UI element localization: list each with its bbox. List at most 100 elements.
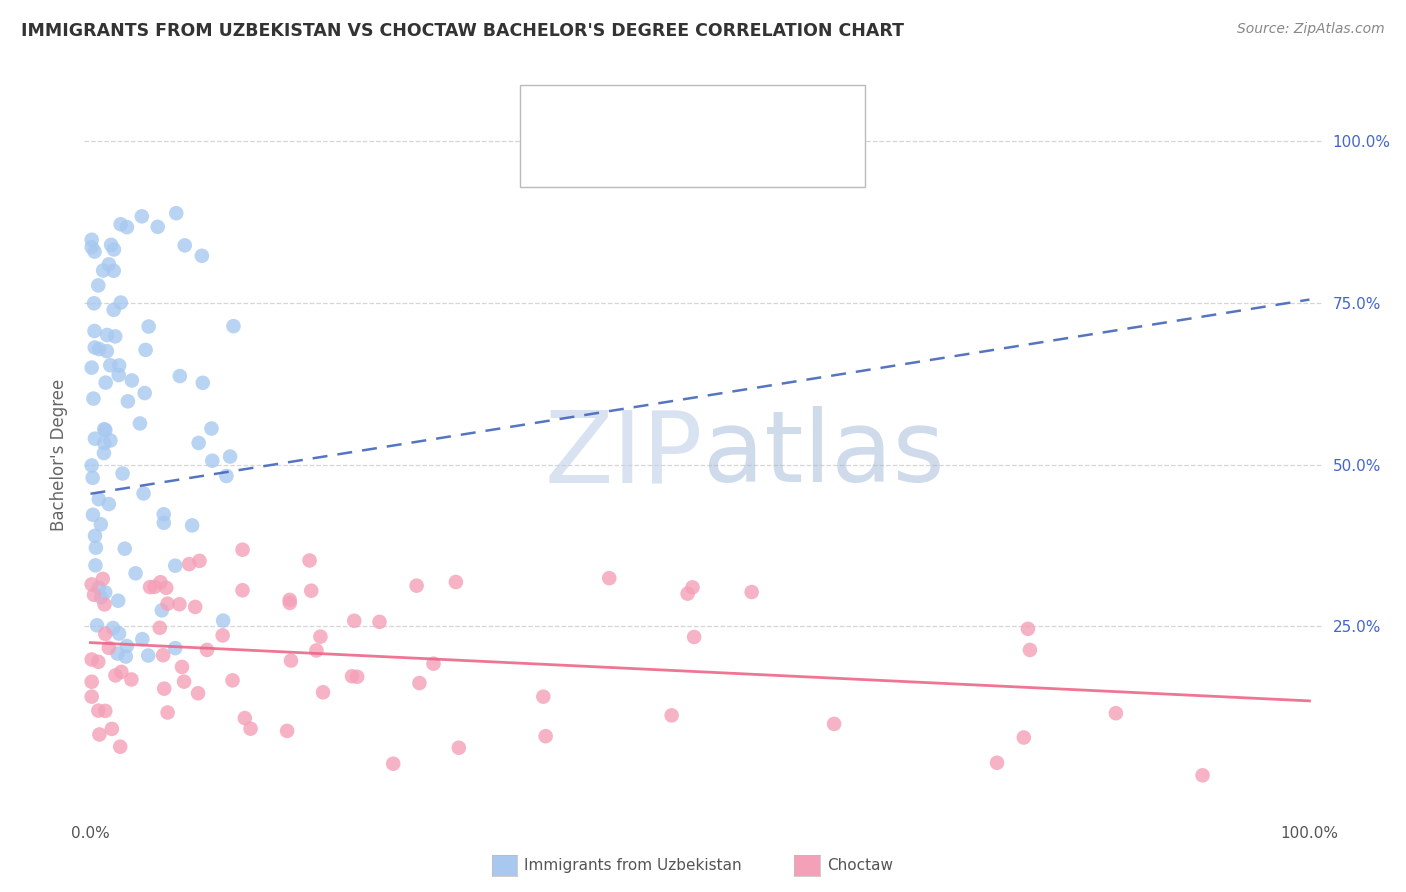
Point (222, 319, 245, 334)
Point (1191, 768, 1213, 782)
Point (84, 541, 107, 555)
Point (124, 566, 146, 581)
Point (131, 210, 153, 224)
Point (447, 740, 470, 755)
Point (80, 652, 103, 666)
Point (132, 486, 155, 500)
Point (153, 681, 176, 696)
Point (683, 630, 706, 644)
Point (179, 557, 201, 571)
Point (405, 579, 427, 593)
Text: R =  0.021  N = 83: R = 0.021 N = 83 (583, 111, 768, 128)
Point (382, 756, 405, 771)
Point (100, 237, 122, 252)
Point (823, 717, 845, 731)
Text: Choctaw: Choctaw (827, 858, 893, 872)
Point (108, 626, 131, 640)
Point (82, 392, 104, 406)
Point (169, 597, 191, 611)
Point (201, 454, 224, 468)
Point (101, 722, 124, 736)
Point (115, 220, 138, 235)
Point (83, 324, 105, 338)
Point (136, 648, 159, 663)
Point (309, 630, 332, 644)
Point (149, 575, 172, 590)
Point (986, 756, 1008, 770)
Point (82, 471, 104, 485)
Point (233, 711, 256, 725)
Point (195, 643, 218, 657)
Point (84, 432, 107, 446)
Point (97, 640, 120, 655)
Point (91, 572, 114, 586)
Point (87, 342, 110, 356)
Point (107, 593, 129, 607)
Point (152, 648, 174, 663)
Point (221, 673, 243, 688)
Point (312, 685, 335, 699)
Point (94, 704, 117, 718)
Point (298, 553, 321, 567)
Point (87, 278, 110, 293)
Point (87, 492, 110, 507)
Point (187, 686, 209, 700)
Point (444, 574, 467, 589)
Text: IMMIGRANTS FROM UZBEKISTAN VS CHOCTAW BACHELOR'S DEGREE CORRELATION CHART: IMMIGRANTS FROM UZBEKISTAN VS CHOCTAW BA… (21, 22, 904, 40)
Point (149, 621, 172, 635)
Point (422, 657, 444, 671)
Point (90, 517, 112, 532)
Point (87, 655, 110, 669)
Point (299, 583, 322, 598)
Point (93, 422, 115, 436)
Point (134, 386, 156, 401)
Point (83, 341, 105, 355)
Point (93, 436, 115, 450)
Point (211, 628, 233, 642)
Point (97, 257, 120, 271)
Point (165, 206, 187, 220)
Point (676, 587, 699, 601)
Point (94, 585, 117, 599)
Point (101, 621, 124, 635)
Point (191, 249, 214, 263)
Point (87, 704, 110, 718)
Point (173, 674, 195, 689)
Point (82, 508, 104, 522)
Point (531, 690, 554, 704)
Point (80, 577, 103, 591)
Point (231, 583, 253, 598)
Point (169, 369, 191, 384)
Point (111, 467, 134, 481)
Point (598, 571, 620, 585)
Point (97, 497, 120, 511)
Point (94, 423, 117, 437)
Point (143, 580, 166, 594)
Point (98, 434, 121, 448)
Point (187, 436, 209, 450)
Point (741, 585, 763, 599)
Point (165, 558, 187, 573)
Point (165, 641, 187, 656)
Point (110, 665, 132, 679)
Point (117, 394, 139, 409)
Point (103, 243, 125, 257)
Point (80, 240, 103, 254)
Point (94, 376, 117, 390)
Point (107, 647, 129, 661)
Point (104, 329, 127, 343)
Point (661, 708, 683, 723)
Text: Immigrants from Uzbekistan: Immigrants from Uzbekistan (524, 858, 742, 872)
Point (368, 615, 391, 629)
Point (138, 319, 160, 334)
Point (93, 446, 115, 460)
Point (110, 739, 132, 754)
Point (215, 469, 238, 483)
Point (1012, 731, 1035, 745)
Point (1017, 622, 1039, 636)
Point (129, 417, 152, 431)
Point (104, 668, 127, 682)
Point (80, 233, 103, 247)
Point (219, 450, 242, 464)
Point (86, 618, 108, 632)
